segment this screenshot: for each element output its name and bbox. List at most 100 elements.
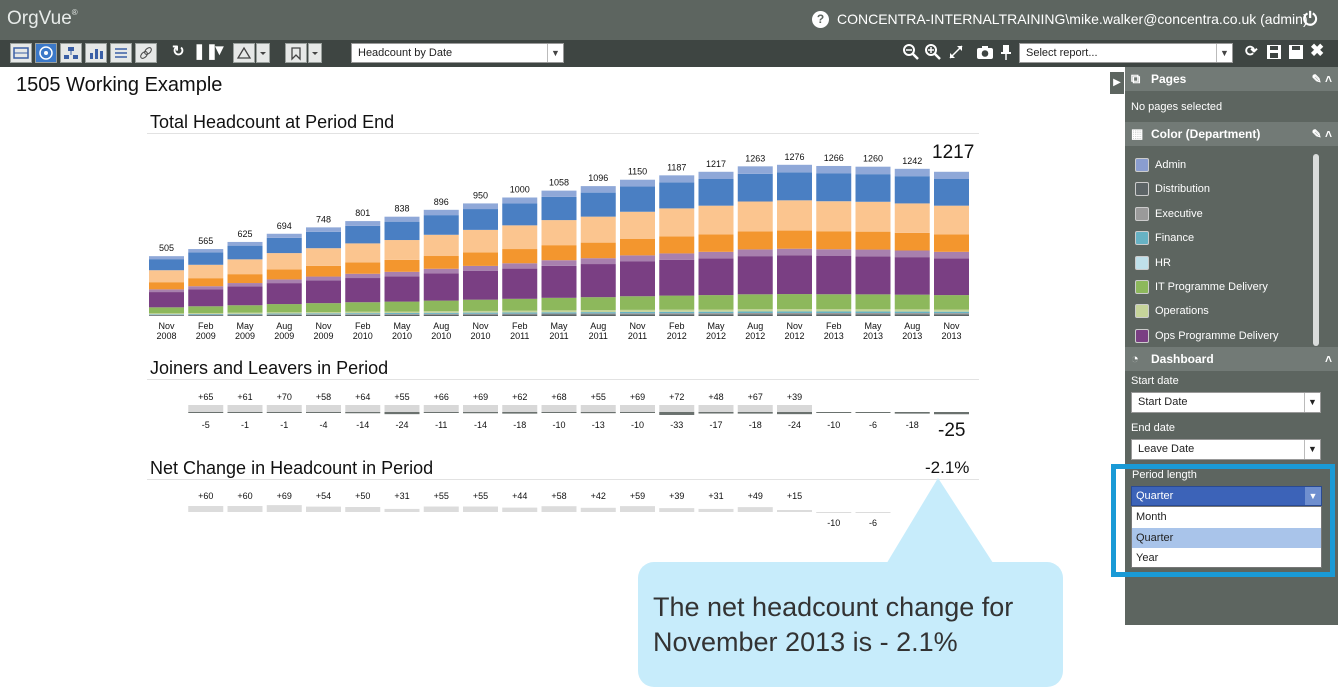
headcount-bar-segment[interactable] [502,312,538,314]
joiners-bar[interactable] [463,405,498,412]
headcount-bar-segment[interactable] [384,271,420,277]
net-change-bar[interactable] [266,505,302,512]
headcount-bar-segment[interactable] [934,313,969,315]
edit-collapse-icon[interactable]: ✎ ˄ [1311,127,1332,141]
headcount-bar-segment[interactable] [894,203,930,233]
headcount-bar-segment[interactable] [816,309,852,312]
headcount-bar-segment[interactable] [227,241,263,246]
start-date-select[interactable]: Start Date ▼ [1131,392,1321,413]
headcount-bar-segment[interactable] [463,229,498,253]
headcount-bar-segment[interactable] [345,302,381,312]
leavers-bar[interactable] [306,412,341,413]
headcount-bar-segment[interactable] [188,286,224,290]
joiners-bar[interactable] [423,405,459,412]
headcount-bar-segment[interactable] [463,203,498,210]
power-icon[interactable]: ⏻ [1303,9,1318,29]
headcount-bar-segment[interactable] [423,209,459,216]
headcount-bar-segment[interactable] [188,313,224,315]
legend-item[interactable]: Executive [1135,205,1203,223]
headcount-bar-segment[interactable] [345,313,381,315]
headcount-bar-segment[interactable] [894,176,930,204]
headcount-bar-segment[interactable] [541,313,577,315]
headcount-bar-segment[interactable] [463,265,498,271]
headcount-bar-segment[interactable] [659,295,695,310]
headcount-bar-segment[interactable] [620,179,655,187]
headcount-bar-segment[interactable] [855,314,891,316]
net-change-bar[interactable] [188,506,224,512]
pause-icon[interactable]: ❚❚ [193,43,219,60]
headcount-bar-segment[interactable] [580,192,616,217]
joiners-bar[interactable] [502,405,538,412]
headcount-bar-segment[interactable] [737,166,773,174]
leavers-bar[interactable] [463,412,498,414]
net-change-bar[interactable] [463,506,498,513]
headcount-bar-segment[interactable] [345,314,381,315]
headcount-bar-segment[interactable] [580,216,616,243]
joiners-bar[interactable] [620,405,655,412]
headcount-bar-segment[interactable] [934,311,969,314]
headcount-bar-segment[interactable] [423,256,459,269]
leavers-bar[interactable] [227,412,263,413]
table-view-icon[interactable] [10,43,32,63]
headcount-bar-segment[interactable] [698,178,734,206]
headcount-bar-segment[interactable] [463,310,498,313]
headcount-bar-segment[interactable] [855,309,891,312]
headcount-bar-segment[interactable] [266,304,302,313]
headcount-bar-segment[interactable] [816,249,852,256]
headcount-bar-segment[interactable] [266,312,302,314]
headcount-bar-segment[interactable] [306,231,341,249]
headcount-bar-segment[interactable] [777,309,812,312]
headcount-bar-segment[interactable] [266,269,302,280]
headcount-bar-segment[interactable] [894,314,930,316]
help-icon[interactable]: ? [812,11,829,28]
net-change-bar[interactable] [777,510,812,512]
headcount-bar-segment[interactable] [737,311,773,314]
headcount-bar-segment[interactable] [345,221,381,226]
headcount-bar-segment[interactable] [934,309,969,312]
headcount-bar-segment[interactable] [894,309,930,312]
headcount-bar-segment[interactable] [423,215,459,235]
joiners-bar[interactable] [698,405,734,412]
headcount-bar-segment[interactable] [698,234,734,252]
headcount-bar-segment[interactable] [227,274,263,284]
collapse-icon[interactable]: ˄ [1324,352,1332,366]
headcount-bar-segment[interactable] [423,312,459,314]
joiners-bar[interactable] [737,405,773,412]
headcount-bar-segment[interactable] [580,310,616,313]
headcount-bar-segment[interactable] [345,314,381,316]
headcount-bar-segment[interactable] [659,208,695,237]
headcount-bar-segment[interactable] [306,280,341,304]
headcount-bar-segment[interactable] [934,251,969,259]
legend-item[interactable]: Ops Programme Delivery [1135,327,1278,345]
headcount-bar-segment[interactable] [777,164,812,173]
headcount-bar-segment[interactable] [855,231,891,250]
edit-collapse-icon[interactable]: ✎ ˄ [1311,72,1332,86]
close-icon[interactable]: ✖ [1310,41,1325,60]
headcount-bar-segment[interactable] [502,263,538,269]
triangle-dropdown[interactable] [256,43,270,63]
headcount-bar-segment[interactable] [816,311,852,313]
net-change-bar[interactable] [227,506,263,512]
headcount-bar-segment[interactable] [934,314,969,316]
headcount-bar-segment[interactable] [698,295,734,310]
headcount-bar-segment[interactable] [149,282,184,290]
headcount-bar-segment[interactable] [463,313,498,315]
headcount-bar-segment[interactable] [816,173,852,202]
report-select[interactable]: Headcount by Date ▼ [351,43,564,63]
legend-item[interactable]: Finance [1135,229,1194,247]
net-change-bar[interactable] [423,506,459,513]
headcount-bar-segment[interactable] [816,231,852,250]
headcount-bar-segment[interactable] [423,234,459,257]
headcount-bar-segment[interactable] [502,314,538,316]
headcount-bar-segment[interactable] [620,239,655,256]
headcount-bar-segment[interactable] [737,313,773,315]
headcount-bar-segment[interactable] [659,236,695,254]
leavers-bar[interactable] [384,412,420,415]
headcount-bar-segment[interactable] [620,296,655,310]
headcount-bar-segment[interactable] [816,255,852,295]
headcount-bar-segment[interactable] [306,248,341,266]
headcount-bar-segment[interactable] [816,314,852,316]
headcount-bar-segment[interactable] [620,261,655,297]
headcount-bar-segment[interactable] [659,314,695,316]
headcount-bar-segment[interactable] [502,197,538,204]
